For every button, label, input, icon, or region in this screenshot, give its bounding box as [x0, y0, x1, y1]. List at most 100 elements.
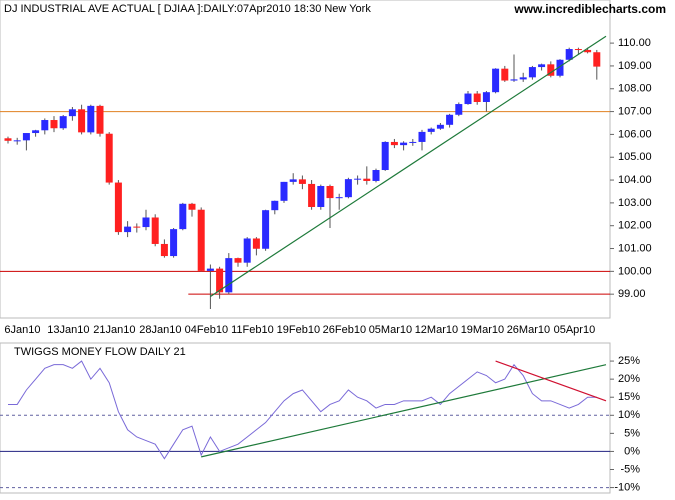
candle-body	[78, 109, 86, 133]
candle-body	[188, 203, 196, 210]
candle-body	[160, 243, 168, 257]
candle-body	[519, 77, 527, 80]
candle-body	[124, 226, 132, 233]
candle-body	[151, 217, 159, 244]
x-tick-label: 19Feb10	[277, 324, 320, 336]
candle-body	[206, 268, 214, 271]
candle-body	[455, 104, 463, 115]
candle-body	[344, 179, 352, 198]
x-tick-label: 28Jan10	[139, 324, 181, 336]
x-tick-label: 21Jan10	[93, 324, 135, 336]
trendline	[210, 35, 607, 297]
candle-body	[436, 124, 444, 129]
x-tick-label: 11Feb10	[231, 324, 274, 336]
x-tick-label: 26Feb10	[323, 324, 366, 336]
candle-body	[317, 185, 325, 207]
candle-body	[308, 183, 316, 207]
candle-body	[584, 49, 592, 53]
candle-body	[574, 49, 582, 51]
y-tick-label: 109.00	[618, 60, 652, 72]
y-tick-label: 5%	[624, 427, 640, 439]
candle-body	[271, 200, 279, 211]
candle-body	[197, 209, 205, 271]
candle-body	[170, 229, 178, 257]
candle-body	[87, 105, 95, 133]
candle-body	[105, 133, 113, 183]
price-frame	[0, 0, 611, 319]
candle-body	[547, 64, 555, 76]
candle-body	[243, 238, 251, 263]
candle-body	[363, 178, 371, 181]
candle-body	[216, 268, 224, 293]
candle-body	[179, 203, 187, 230]
candle-body	[41, 120, 49, 131]
y-tick-label: 25%	[618, 355, 640, 367]
indicator-title: TWIGGS MONEY FLOW DAILY 21	[14, 346, 186, 358]
candle-body	[32, 130, 40, 134]
y-tick-label: 108.00	[618, 83, 652, 95]
candle-body	[464, 93, 472, 105]
candle-body	[142, 217, 150, 228]
x-tick-label: 13Jan10	[47, 324, 89, 336]
candle-body	[473, 93, 481, 102]
candle-body	[409, 141, 417, 143]
y-tick-label: 105.00	[618, 151, 652, 163]
x-tick-label: 26Mar10	[507, 324, 550, 336]
candle-body	[482, 92, 490, 102]
x-tick-label: 05Apr10	[554, 324, 596, 336]
source: www.incrediblecharts.com	[513, 2, 666, 16]
candle-body	[400, 142, 408, 146]
candle-body	[68, 109, 76, 117]
candle-body	[50, 120, 58, 129]
candle-body	[96, 105, 104, 134]
y-tick-label: 0%	[624, 445, 640, 457]
candle-body	[262, 210, 270, 249]
y-tick-label: 20%	[618, 373, 640, 385]
y-tick-label: 15%	[618, 391, 640, 403]
candle-body	[326, 185, 334, 199]
candle-body	[13, 140, 21, 142]
indicator-frame	[0, 342, 611, 494]
candle-body	[225, 258, 233, 293]
y-tick-label: 99.00	[618, 288, 646, 300]
candle-body	[510, 79, 518, 81]
candle-body	[390, 141, 398, 146]
chart-title: DJ INDUSTRIAL AVE ACTUAL [ DJIAA ]:DAILY…	[4, 3, 371, 15]
candle-body	[446, 114, 454, 125]
candle-body	[335, 197, 343, 199]
candle-body	[556, 59, 564, 76]
candle-body	[528, 67, 536, 78]
candle-body	[280, 181, 288, 201]
y-tick-label: 103.00	[618, 197, 652, 209]
candle-body	[4, 138, 12, 141]
x-tick-label: 04Feb10	[185, 324, 228, 336]
y-tick-label: 101.00	[618, 242, 652, 254]
candle-body	[418, 131, 426, 142]
trendline	[495, 360, 607, 402]
candle-body	[114, 182, 122, 233]
y-tick-label: 110.00	[618, 37, 651, 49]
candle-body	[22, 133, 30, 141]
x-tick-label: 6Jan10	[4, 324, 40, 336]
x-tick-label: 05Mar10	[369, 324, 412, 336]
candle-body	[234, 258, 242, 263]
candle-body	[133, 226, 141, 228]
candle-body	[565, 49, 573, 60]
y-tick-label: 106.00	[618, 128, 652, 140]
candle-body	[593, 52, 601, 67]
y-tick-label: 102.00	[618, 220, 652, 232]
y-tick-label: 107.00	[618, 105, 652, 117]
candle-body	[252, 238, 260, 249]
y-tick-label: 10%	[618, 409, 640, 421]
candle-body	[501, 68, 509, 81]
candle-body	[59, 116, 67, 129]
y-tick-label: -5%	[620, 463, 640, 475]
x-tick-label: 19Mar10	[461, 324, 504, 336]
candle-body	[381, 141, 389, 171]
trendline	[201, 364, 607, 458]
candle-body	[289, 179, 297, 182]
y-tick-label: -10%	[614, 481, 640, 493]
y-tick-label: 104.00	[618, 174, 652, 186]
